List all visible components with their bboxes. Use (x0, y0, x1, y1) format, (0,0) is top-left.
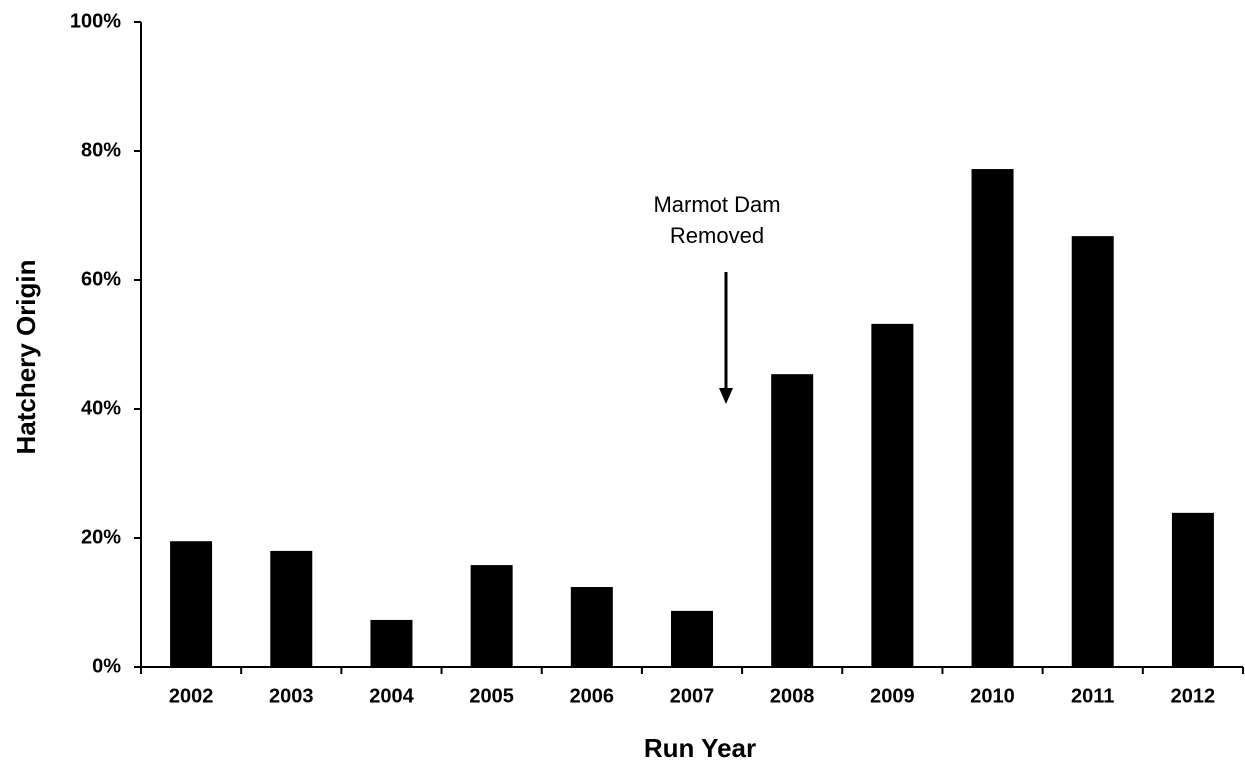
x-tick-label: 2006 (570, 685, 615, 707)
x-tick-label: 2011 (1071, 685, 1114, 707)
bar (871, 323, 914, 667)
bar (971, 169, 1014, 667)
y-tick-label: 20% (81, 526, 121, 548)
bar (570, 587, 613, 667)
bar (470, 565, 513, 667)
bar (1071, 236, 1114, 667)
bar (370, 619, 413, 667)
y-tick-label: 80% (81, 139, 121, 161)
x-tick-label: 2003 (269, 685, 314, 707)
x-axis-title: Run Year (644, 733, 756, 763)
x-tick-label: 2004 (369, 685, 414, 707)
x-tick-label: 2008 (770, 685, 815, 707)
x-tick-label: 2010 (970, 685, 1015, 707)
y-tick-label: 40% (81, 397, 121, 419)
bar (771, 374, 814, 667)
x-tick-label: 2005 (469, 685, 514, 707)
x-tick-label: 2002 (169, 685, 214, 707)
x-tick-label: 2012 (1171, 685, 1216, 707)
y-tick-label: 0% (92, 655, 121, 677)
bar (671, 610, 713, 667)
annotation: Marmot Dam (653, 192, 780, 217)
annotation: Removed (670, 223, 764, 248)
bar (1171, 512, 1214, 667)
y-axis-title: Hatchery Origin (11, 259, 41, 454)
x-tick-label: 2007 (670, 685, 715, 707)
arrow-head (719, 388, 733, 404)
x-tick-label: 2009 (870, 685, 915, 707)
y-tick-label: 100% (70, 10, 121, 32)
bar (170, 541, 213, 667)
bar (270, 550, 313, 667)
y-tick-label: 60% (81, 268, 121, 290)
